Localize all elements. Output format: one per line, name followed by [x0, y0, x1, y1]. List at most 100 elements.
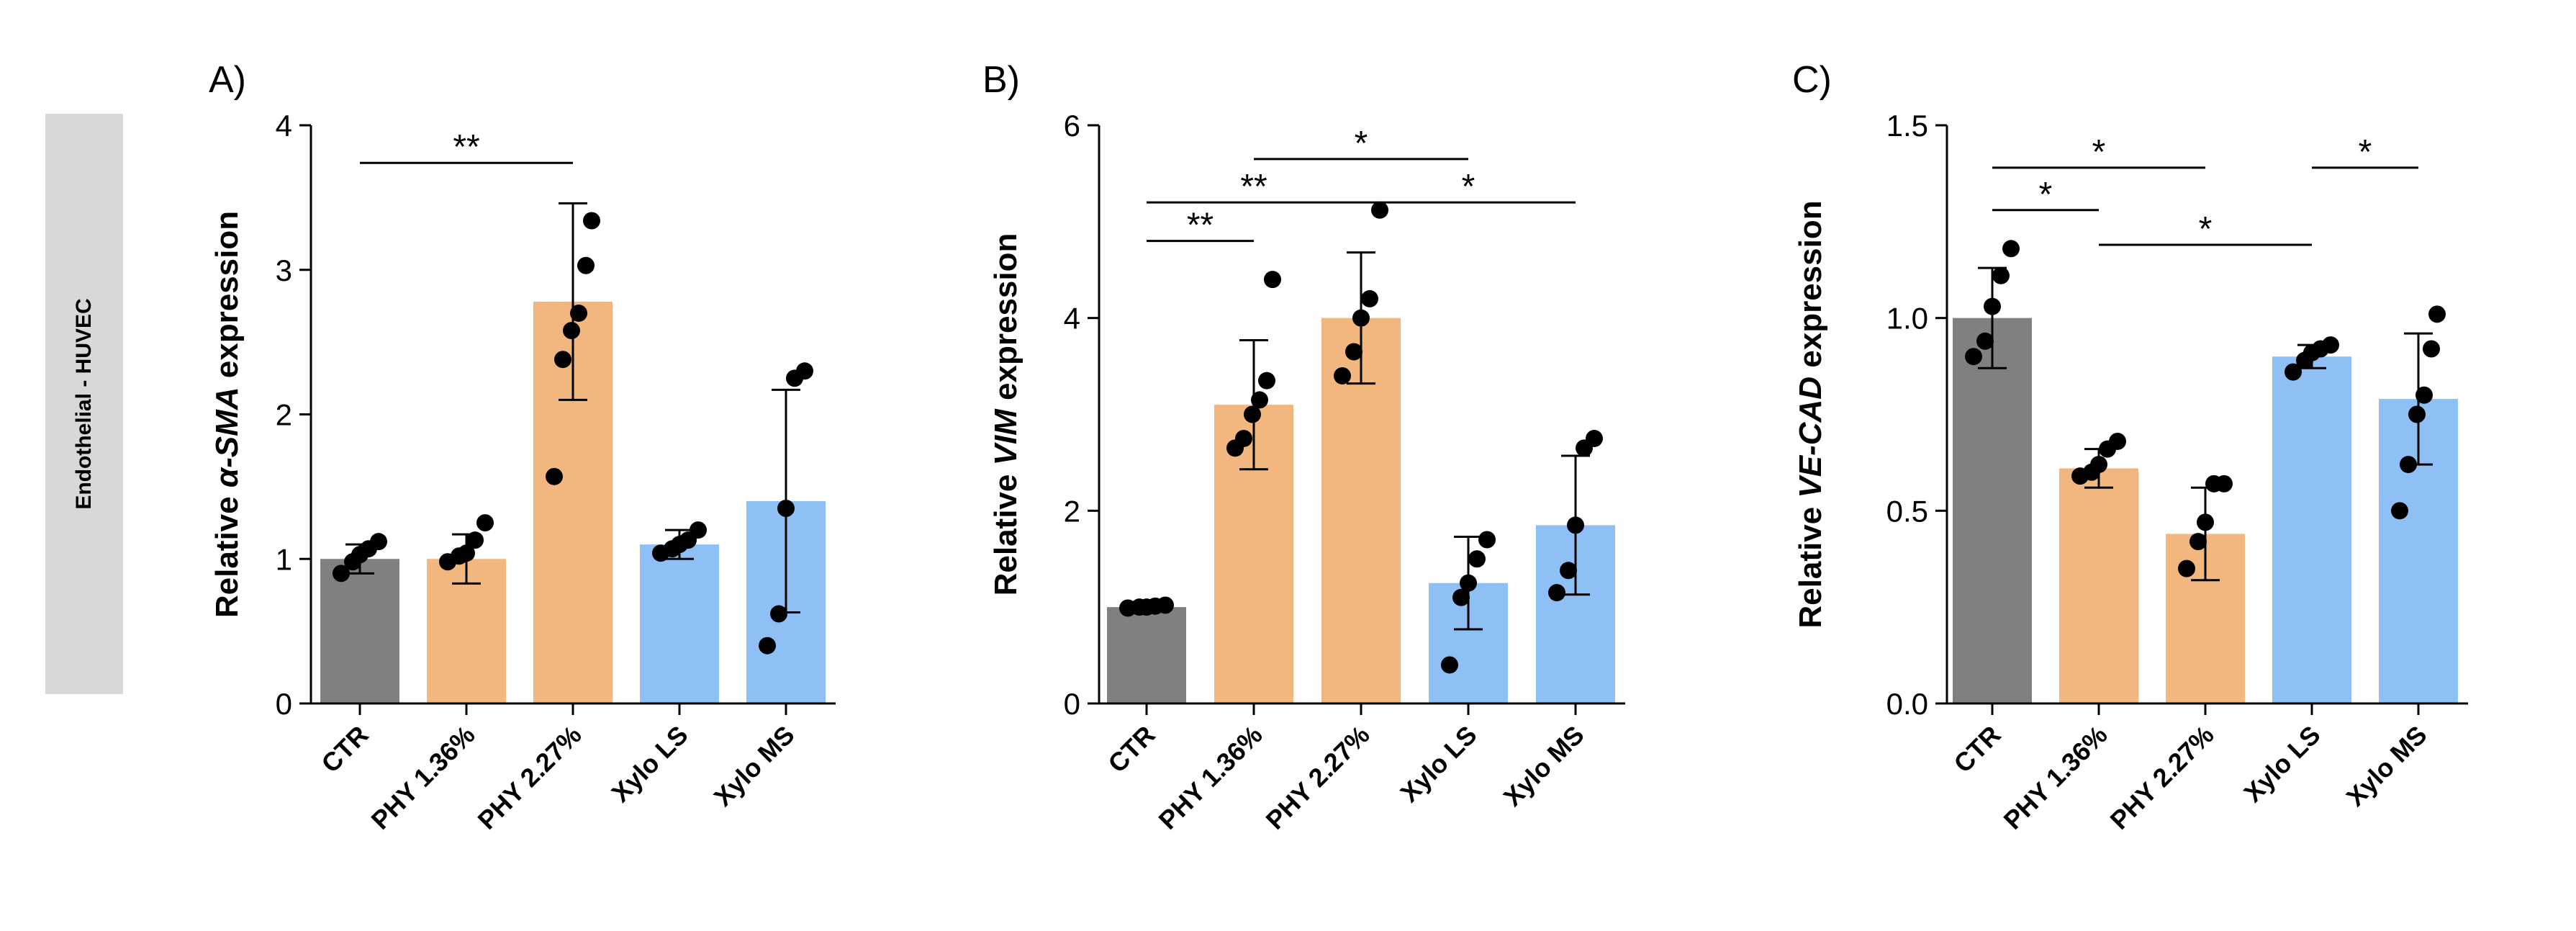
data-point-5-3: [1567, 516, 1584, 534]
y-tick-label-2: 1: [276, 542, 292, 576]
data-point-1-1: [333, 565, 350, 583]
data-point-4-2: [1452, 588, 1470, 606]
x-tick-label-4: Xylo LS: [1394, 720, 1482, 808]
significance-label-2: *: [2092, 133, 2106, 171]
data-point-2-5: [2109, 432, 2126, 450]
y-axis-label: Relative VE-CAD expression: [1793, 200, 1828, 628]
data-point-1-4: [1992, 266, 2010, 284]
x-tick-label-4: Xylo LS: [605, 720, 693, 808]
x-tick-label-4: Xylo LS: [2238, 720, 2326, 808]
x-tick-label-3: PHY 2.27%: [1260, 720, 1375, 835]
data-point-2-3: [458, 544, 475, 562]
data-point-5-1: [1548, 584, 1565, 602]
x-tick-label-1: CTR: [1948, 720, 2006, 778]
data-point-4-5: [690, 521, 707, 539]
significance-label-4: *: [2359, 133, 2372, 171]
data-point-1-3: [1984, 297, 2001, 315]
data-point-3-4: [1361, 289, 1378, 307]
bar-1: [1953, 318, 2032, 704]
data-point-4-4: [1468, 550, 1486, 568]
data-point-3-3: [1352, 309, 1370, 327]
y-tick-label-3: 2: [276, 398, 292, 432]
data-point-5-1: [2391, 502, 2408, 520]
data-point-3-4: [570, 304, 587, 322]
x-tick-label-2: PHY 1.36%: [1998, 720, 2113, 835]
data-point-5-3: [777, 499, 795, 517]
x-tick-label-1: CTR: [1102, 720, 1160, 778]
bar-2: [2059, 468, 2138, 703]
data-point-3-1: [546, 467, 563, 485]
data-point-5-1: [759, 637, 776, 655]
data-point-5-5: [796, 362, 813, 380]
data-point-5-2: [1560, 562, 1577, 580]
y-tick-label-1: 0: [276, 687, 292, 721]
y-axis-label-gene: VE-CAD: [1793, 377, 1828, 498]
y-tick-label-4: 6: [1064, 109, 1080, 143]
y-tick-label-3: 4: [1064, 302, 1080, 336]
y-tick-label-1: 0.0: [1886, 687, 1928, 721]
data-point-4-5: [1478, 531, 1496, 549]
x-tick-label-2: PHY 1.36%: [1153, 720, 1268, 835]
data-point-5-2: [770, 605, 787, 623]
significance-label-1: *: [2039, 176, 2053, 214]
significance-label-2: **: [1240, 168, 1267, 206]
significance-label-3: *: [2199, 210, 2213, 248]
side-label: Endothelial - HUVEC: [72, 298, 96, 510]
bar-4: [2272, 356, 2351, 703]
significance-label-1: **: [1187, 207, 1214, 245]
data-point-4-1: [1441, 656, 1458, 674]
x-tick-label-2: PHY 1.36%: [366, 720, 481, 835]
y-axis-label-prefix: Relative: [209, 487, 245, 618]
data-point-2-5: [476, 514, 494, 532]
data-point-5-4: [2415, 386, 2433, 404]
significance-label-3: *: [1355, 125, 1368, 163]
data-point-2-5: [1258, 372, 1275, 390]
significance-label-4: *: [1462, 168, 1475, 206]
data-point-2-6: [1264, 271, 1281, 289]
y-tick-label-4: 1.5: [1886, 109, 1928, 143]
data-point-4-1: [2284, 363, 2302, 381]
bar-4: [640, 544, 719, 703]
y-tick-label-2: 0.5: [1886, 494, 1928, 528]
significance-label-1: **: [453, 128, 479, 166]
y-axis-label-suffix: expression: [1793, 200, 1828, 377]
x-tick-label-5: Xylo MS: [1498, 720, 1590, 812]
data-point-3-5: [577, 256, 595, 274]
data-point-2-2: [1235, 429, 1252, 447]
panel-label: B): [982, 59, 1020, 101]
data-point-5-2: [2400, 456, 2417, 474]
data-point-2-4: [466, 531, 484, 549]
y-tick-label-5: 4: [276, 109, 292, 143]
x-tick-label-5: Xylo MS: [2341, 720, 2433, 812]
data-point-1-2: [1976, 332, 1994, 350]
y-axis-label: Relative α-SMA expression: [209, 211, 245, 618]
y-tick-label-2: 2: [1064, 494, 1080, 528]
data-point-4-3: [1460, 574, 1477, 592]
chart-panel-3: C) Relative VE-CAD expression 0.0 0.5 1.0 1.5…: [1792, 59, 2468, 835]
x-tick-label-3: PHY 2.27%: [472, 720, 587, 835]
data-point-1-5: [370, 533, 387, 551]
data-point-1-5: [2002, 240, 2020, 258]
data-point-1-1: [1965, 348, 1982, 366]
data-point-2-3: [2090, 456, 2107, 474]
data-point-3-1: [1334, 366, 1351, 384]
y-axis-label-suffix: expression: [988, 233, 1023, 410]
data-point-2-3: [1244, 405, 1261, 423]
data-point-5-6: [2428, 305, 2446, 323]
data-point-3-3: [2197, 513, 2214, 531]
data-point-4-5: [2322, 336, 2339, 354]
x-tick-label-1: CTR: [315, 720, 374, 778]
data-point-5-5: [1586, 429, 1603, 447]
data-point-3-2: [2189, 533, 2207, 551]
data-point-5-3: [2408, 405, 2426, 423]
bar-1: [320, 559, 399, 703]
y-axis-label: Relative VIM expression: [988, 233, 1023, 596]
data-point-3-1: [2178, 559, 2195, 577]
panel-label: C): [1792, 59, 1832, 101]
data-point-1-5: [1157, 596, 1174, 614]
side-label-band: [45, 114, 123, 694]
